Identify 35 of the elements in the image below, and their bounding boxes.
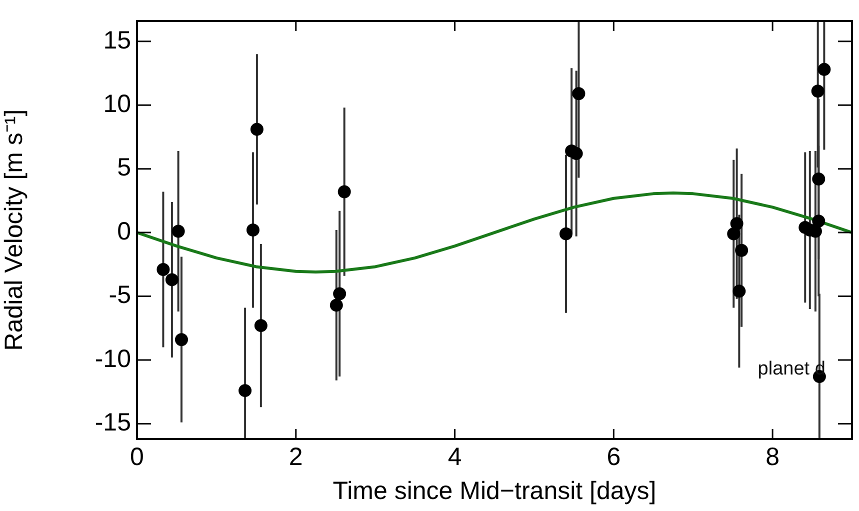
- point: [338, 185, 351, 198]
- y-tick-label: 5: [117, 154, 131, 182]
- point: [238, 384, 252, 398]
- point: [730, 217, 744, 230]
- point: [572, 87, 586, 100]
- y-tick-label: -15: [94, 408, 131, 437]
- point: [174, 333, 188, 346]
- point: [250, 122, 264, 136]
- x-tick-label: 6: [606, 442, 621, 471]
- x-tick-label: 2: [288, 442, 303, 471]
- point: [818, 62, 831, 76]
- point: [732, 284, 746, 298]
- point: [246, 224, 260, 236]
- point: [811, 84, 824, 98]
- y-tick-label: 15: [103, 26, 131, 54]
- x-tick-label: 8: [766, 442, 780, 471]
- point: [330, 298, 343, 312]
- y-tick-label: -5: [108, 281, 131, 310]
- y-axis-title: Radial Velocity [m s⁻¹]: [0, 109, 28, 351]
- y-tick-label: 0: [117, 217, 131, 246]
- x-axis-title: Time since Mid−transit [days]: [332, 476, 656, 505]
- point: [812, 214, 826, 228]
- point: [727, 227, 740, 240]
- y-tick-label: 10: [103, 90, 131, 118]
- y-tick-label: -10: [94, 344, 131, 373]
- point: [172, 224, 185, 238]
- point: [165, 273, 178, 286]
- point: [156, 263, 170, 276]
- point: [570, 147, 583, 160]
- point: [735, 244, 748, 257]
- point: [333, 287, 346, 300]
- point: [254, 319, 268, 332]
- point: [560, 227, 572, 240]
- point: [812, 172, 826, 186]
- x-tick-label: 4: [448, 442, 462, 471]
